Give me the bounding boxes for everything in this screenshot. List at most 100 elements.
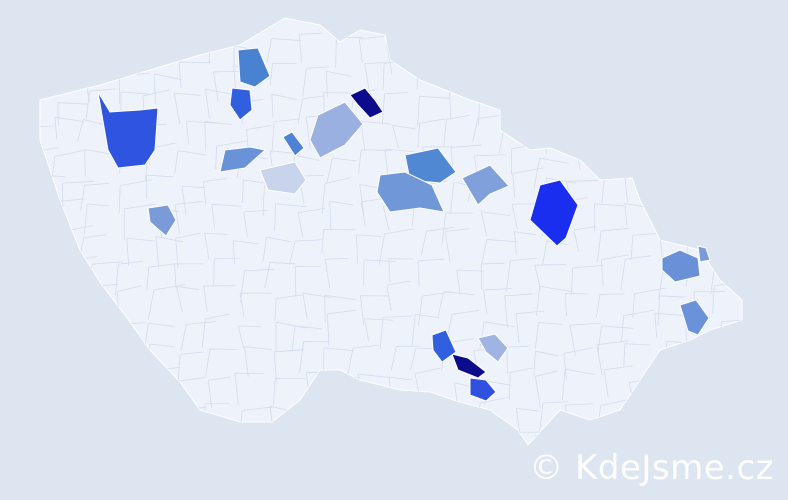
highlighted-district — [469, 377, 497, 402]
highlighted-district — [259, 161, 307, 195]
district-border — [294, 265, 321, 297]
district-border — [174, 150, 207, 175]
district-border — [719, 204, 742, 238]
district-border — [146, 263, 175, 292]
district-border — [176, 285, 200, 312]
district-border — [753, 74, 780, 97]
district-border — [509, 367, 533, 400]
district-border — [40, 262, 59, 294]
district-border — [750, 314, 781, 341]
country-shape — [39, 17, 743, 446]
district-border — [259, 425, 287, 445]
district-border — [178, 61, 211, 88]
district-border — [173, 92, 201, 125]
district-border — [563, 63, 588, 96]
district-border — [453, 58, 482, 85]
district-border — [666, 67, 692, 98]
district-border — [751, 371, 775, 394]
district-border — [213, 70, 241, 102]
district-border — [563, 347, 593, 380]
district-border — [239, 292, 272, 317]
district-border — [379, 315, 413, 349]
district-border — [504, 63, 538, 93]
district-border — [266, 38, 302, 63]
district-border — [201, 313, 230, 348]
district-border — [515, 408, 540, 434]
district-border — [50, 354, 86, 380]
district-border — [321, 229, 356, 254]
district-border — [40, 125, 55, 151]
district-border — [85, 88, 117, 119]
district-border — [721, 373, 742, 402]
district-border — [299, 340, 330, 373]
district-border — [180, 321, 216, 351]
district-border — [480, 211, 511, 237]
district-border — [748, 40, 778, 72]
district-border — [40, 343, 59, 376]
district-border — [536, 285, 571, 317]
district-border — [535, 370, 558, 409]
district-border — [269, 62, 297, 86]
district-border — [272, 377, 306, 406]
district-border — [271, 118, 301, 154]
district-border — [364, 318, 394, 342]
district-border — [302, 292, 331, 320]
country-outline — [39, 17, 743, 446]
district-border — [417, 258, 444, 286]
district-border — [149, 428, 173, 445]
district-border — [414, 407, 447, 438]
district-border — [243, 210, 268, 237]
district-border — [504, 44, 538, 76]
district-border — [570, 264, 604, 296]
district-border — [358, 149, 392, 174]
district-border — [689, 202, 717, 231]
district-border — [181, 185, 205, 215]
district-border — [335, 434, 362, 445]
district-border — [262, 236, 292, 262]
district-border — [54, 318, 86, 349]
district-border — [633, 96, 668, 127]
district-border — [545, 73, 572, 101]
district-border — [40, 314, 64, 339]
district-border — [91, 397, 117, 426]
district-border — [40, 241, 57, 271]
highlighted-district — [529, 179, 579, 247]
district-border — [483, 288, 513, 315]
highlighted-district — [219, 146, 267, 173]
district-border — [716, 242, 742, 268]
district-border — [51, 43, 83, 76]
district-border — [681, 125, 717, 149]
highlighted-district — [461, 164, 510, 206]
district-border — [153, 73, 182, 105]
district-border — [474, 65, 506, 96]
district-border — [444, 228, 470, 264]
district-border — [442, 38, 475, 71]
district-border — [545, 32, 568, 66]
district-border — [91, 30, 120, 58]
district-border — [711, 345, 742, 379]
district-border — [40, 437, 58, 445]
district-border — [264, 262, 296, 288]
district-border — [621, 309, 654, 343]
district-border — [596, 61, 623, 95]
district-border — [204, 88, 236, 119]
district-border — [683, 99, 714, 129]
district-border — [537, 86, 570, 117]
district-border — [324, 257, 349, 289]
district-border — [600, 254, 629, 286]
highlighted-district — [309, 101, 364, 159]
district-border — [174, 201, 203, 234]
district-border — [651, 32, 687, 60]
district-border — [146, 174, 174, 199]
district-border — [719, 399, 742, 427]
district-border — [232, 240, 259, 265]
district-border — [58, 65, 87, 93]
highlighted-district — [97, 91, 159, 169]
district-border — [752, 259, 775, 287]
district-border — [329, 410, 356, 440]
district-border — [204, 232, 228, 260]
highlighted-district — [451, 353, 487, 379]
highlighted-district — [679, 299, 710, 336]
district-border — [713, 89, 741, 120]
